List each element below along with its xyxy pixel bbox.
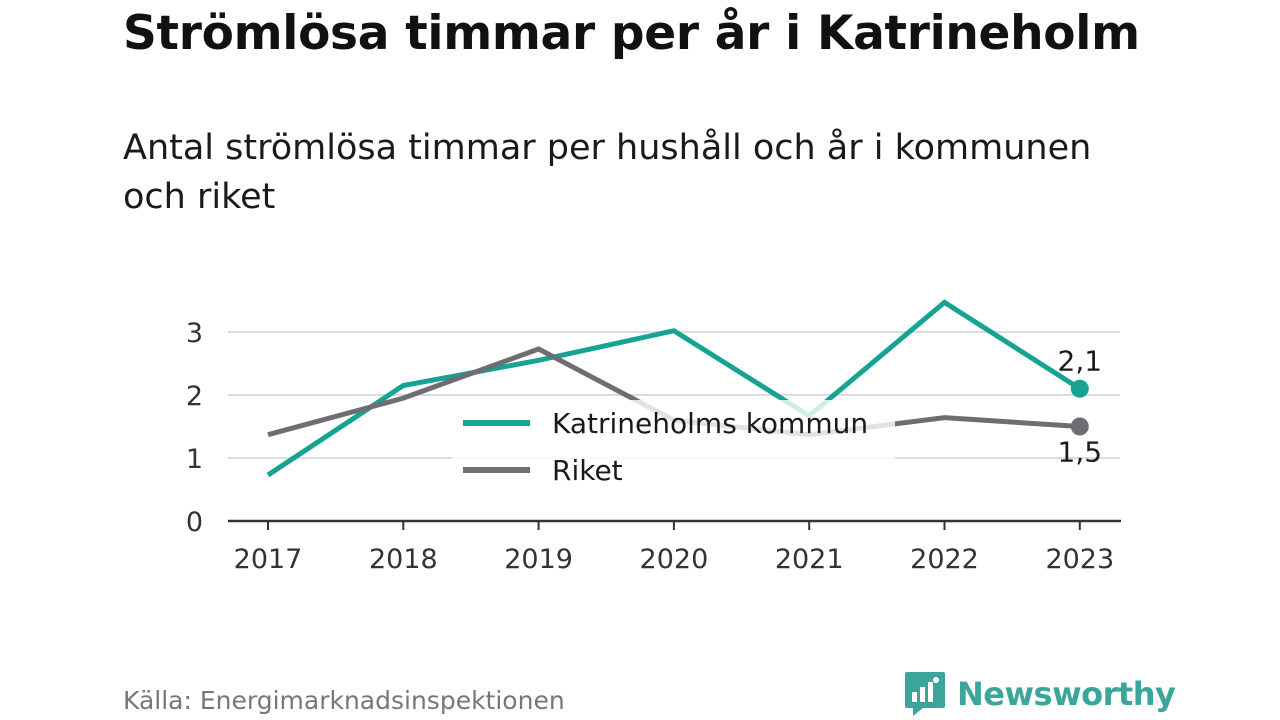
brand-name: Newsworthy (957, 675, 1176, 713)
source-note: Källa: Energimarknadsinspektionen (123, 686, 565, 715)
data-labels: 2,1 1,5 (1058, 345, 1103, 469)
chart-subtitle: Antal strömlösa timmar per hushåll och å… (123, 128, 1092, 217)
end-marker-katrineholm (1070, 379, 1089, 398)
newsworthy-logo-icon (905, 672, 945, 716)
x-tick-label: 2019 (504, 544, 573, 575)
brand-logo[interactable]: Newsworthy (903, 670, 1176, 718)
end-value-label-katrineholm: 2,1 (1058, 345, 1103, 378)
y-tick-label: 2 (186, 381, 203, 412)
end-marker-riket (1070, 417, 1089, 436)
legend: Katrineholms kommun Riket (452, 400, 895, 496)
y-tick-label: 0 (186, 507, 203, 538)
legend-label-katrineholm: Katrineholms kommun (552, 407, 868, 440)
x-tick-label: 2017 (234, 544, 303, 575)
x-tick-label: 2018 (369, 544, 438, 575)
x-axis: 2017 2018 2019 2020 2021 2022 2023 (228, 519, 1121, 575)
legend-label-riket: Riket (552, 454, 623, 487)
x-tick-label: 2020 (640, 544, 709, 575)
y-tick-label: 1 (186, 444, 203, 475)
x-tick-label: 2023 (1045, 544, 1114, 575)
x-tick-label: 2021 (775, 544, 844, 575)
x-tick-label: 2022 (910, 544, 979, 575)
end-value-label-riket: 1,5 (1058, 436, 1103, 469)
series-line-katrineholm (266, 299, 1082, 478)
chart-title: Strömlösa timmar per år i Katrineholm (123, 6, 1140, 61)
y-tick-label: 3 (186, 318, 203, 349)
legend-background (452, 400, 895, 496)
